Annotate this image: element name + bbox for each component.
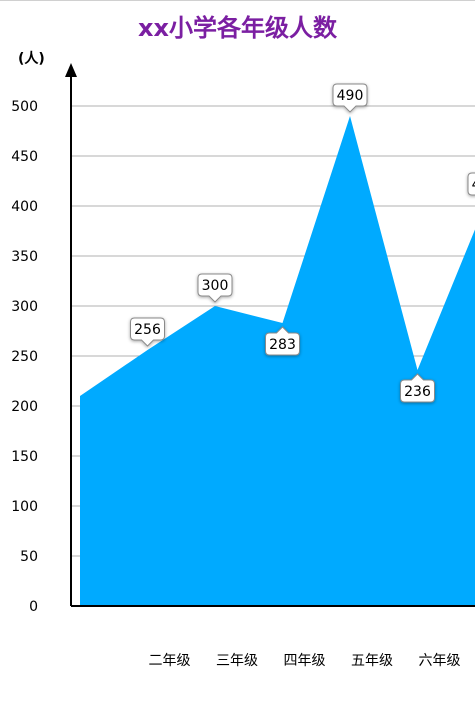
data-label-text: 401 bbox=[472, 177, 475, 193]
area-series bbox=[80, 116, 475, 606]
data-label-text: 490 bbox=[337, 88, 364, 104]
axes bbox=[65, 63, 475, 607]
x-tick-label: 六年级 bbox=[419, 653, 461, 669]
top-divider bbox=[0, 0, 475, 1]
data-label-bubble bbox=[467, 172, 475, 196]
y-axis-arrow-icon bbox=[65, 63, 77, 77]
data-label bbox=[467, 172, 475, 196]
x-tick-labels: 二年级三年级四年级五年级六年级初一 bbox=[149, 653, 461, 669]
x-tick-label: 二年级 bbox=[149, 653, 191, 669]
data-label-text: 236 bbox=[404, 384, 431, 400]
data-label bbox=[130, 317, 165, 347]
x-tick-label: 四年级 bbox=[284, 653, 326, 669]
data-label-bubble bbox=[332, 83, 368, 113]
data-label bbox=[332, 83, 368, 113]
y-tick-label: 200 bbox=[11, 399, 38, 415]
y-tick-label: 350 bbox=[11, 249, 38, 265]
y-tick-label: 500 bbox=[11, 99, 38, 115]
data-label-text: 300 bbox=[202, 278, 229, 294]
data-label-bubble bbox=[265, 326, 300, 356]
data-label-bubble bbox=[130, 317, 165, 347]
y-axis-unit-label: (人) bbox=[18, 51, 45, 67]
area-fill bbox=[80, 116, 475, 606]
data-label bbox=[265, 326, 300, 356]
x-tick-label: 三年级 bbox=[216, 653, 258, 669]
y-tick-label: 50 bbox=[20, 549, 38, 565]
data-label-text: 283 bbox=[269, 337, 296, 353]
data-labels: 256 300 283 490 236 401 bbox=[130, 83, 475, 403]
x-tick-label: 五年级 bbox=[351, 653, 393, 669]
data-label bbox=[400, 373, 435, 403]
data-label-bubble bbox=[400, 373, 435, 403]
y-tick-label: 450 bbox=[11, 149, 38, 165]
y-tick-label: 400 bbox=[11, 199, 38, 215]
y-tick-label: 100 bbox=[11, 499, 38, 515]
data-label-bubble bbox=[197, 273, 233, 303]
data-label-text: 256 bbox=[134, 322, 161, 338]
y-tick-label: 250 bbox=[11, 349, 38, 365]
y-tick-label: 300 bbox=[11, 299, 38, 315]
data-label bbox=[197, 273, 233, 303]
chart-title: xx小学各年级人数 bbox=[138, 14, 337, 42]
y-tick-labels: 0 50 100 150 200 250 300 350 400 450 500 bbox=[11, 99, 38, 615]
y-tick-label: 150 bbox=[11, 449, 38, 465]
y-tick-label: 0 bbox=[29, 599, 38, 615]
